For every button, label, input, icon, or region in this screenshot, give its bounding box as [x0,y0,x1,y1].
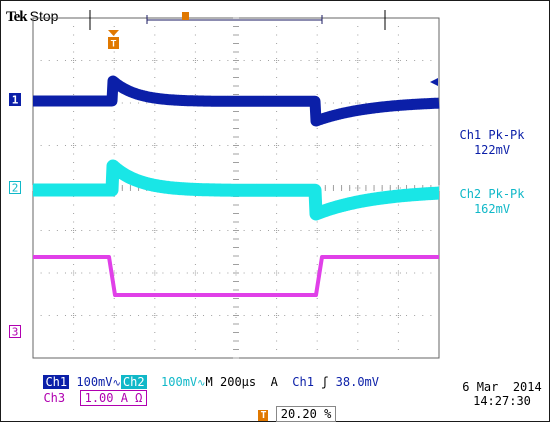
run-state: Stop [29,8,59,24]
trigger-source: Ch1 [292,375,314,389]
ch1-waveform [28,75,444,127]
ch3-marker: 3 [9,325,21,339]
ch3-waveform [32,255,440,297]
date: 6 Mar 2014 [462,380,542,394]
ch2-marker: 2 [9,181,21,195]
ch2-label: Ch2 [120,375,147,389]
status-row-2: Ch3 1.00 A Ω [29,377,148,406]
brand-logo: Tek [6,9,28,25]
ch2-measurement-label: Ch2 Pk-Pk [459,187,525,201]
ch1-measurement-label: Ch1 Pk-Pk [459,128,525,142]
trigger-position-readout: T 20.20 % [244,393,337,422]
ch1-marker-label: 1 [12,94,19,107]
trigger-position-icon: T [258,410,269,421]
timebase: M 200µs [205,375,257,389]
time: 14:27:30 [473,394,531,408]
bandwidth-limit-icon: ∿ [112,378,121,389]
ch1-measurement-value: 122mV [473,143,511,157]
trigger-level: 38.0mV [335,375,380,389]
ch1-label: Ch1 [43,375,70,389]
trigger-marker-label: T [111,39,117,49]
ch3-scale: 1.00 A Ω [79,390,148,406]
trigger-position-marker: T [108,12,189,49]
ch1-measurement: Ch1 Pk-Pk 122mV [437,128,547,158]
ch2-waveform [27,159,445,221]
ch2-measurement-value: 162mV [473,202,511,216]
ch3-label: Ch3 [43,391,66,405]
trigger-position-value: 20.20 % [275,406,337,422]
status-row-1: Ch1 100mV∿ Ch2 100mV∿M 200µs A Ch1 ʃ 38.0… [29,361,379,389]
bandwidth-limit-icon-2: ∿ [197,378,206,389]
ch2-marker-label: 2 [12,182,19,195]
rising-edge-icon: ʃ [321,375,329,389]
trigger-level-marker [430,78,438,86]
datetime: 6 Mar 2014 14:27:30 [458,380,546,408]
ch1-scale: 100mV [76,375,113,389]
ch2-measurement: Ch2 Pk-Pk 162mV [437,187,547,217]
ch2-scale: 100mV [161,375,198,389]
trigger-mode: A [270,375,278,389]
ch1-marker: 1 [9,93,21,107]
record-position-bar [89,10,386,30]
ch3-marker-label: 3 [12,326,19,339]
brand-label: Tek Stop [6,8,58,26]
